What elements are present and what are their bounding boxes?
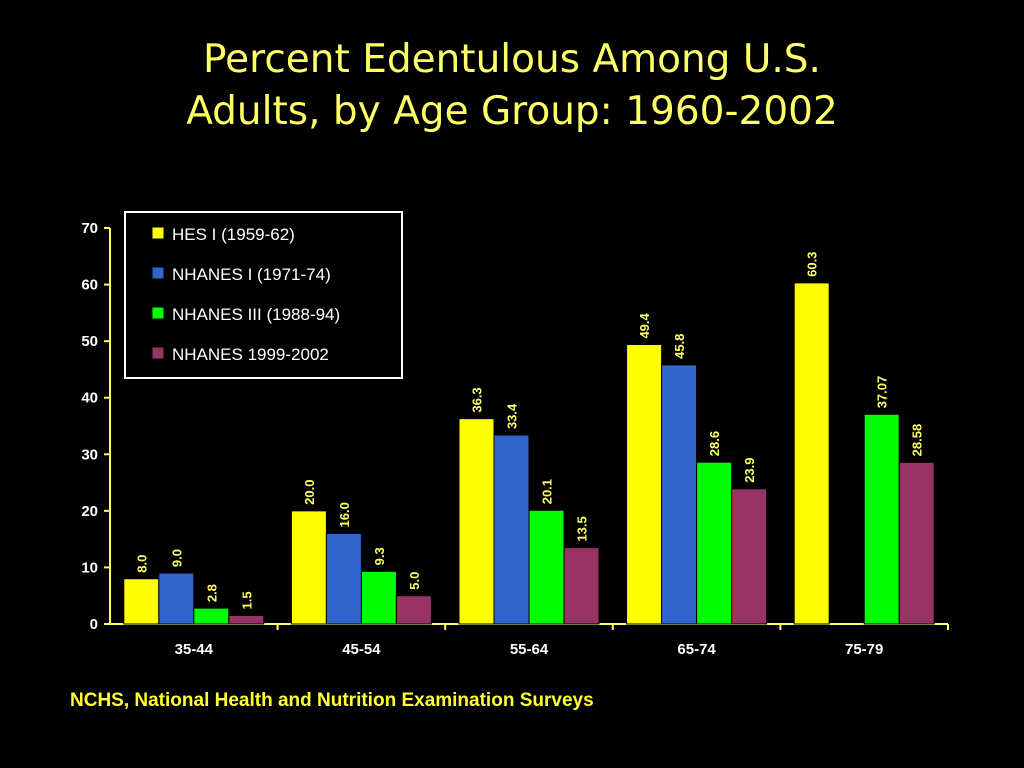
bar-value-label: 8.0 [134,555,149,573]
bar-value-label: 28.58 [910,424,925,457]
x-tick-label: 55-64 [510,641,549,658]
bar [158,572,195,625]
y-tick-label: 50 [81,333,98,350]
y-tick-label: 0 [90,616,98,633]
y-tick-label: 30 [81,446,98,463]
chart-bars [123,282,935,625]
legend-label: NHANES I (1971-74) [172,265,331,284]
bar-value-label: 49.4 [637,312,652,338]
legend-swatch [151,226,165,240]
bar-value-label: 23.9 [742,457,757,482]
legend-swatch [151,346,165,360]
bar [360,570,397,625]
bar-value-label: 28.6 [707,431,722,456]
bar-value-label: 1.5 [239,591,254,609]
chart-value-labels: 8.0 9.0 2.8 1.5 20.0 16.0 9.3 5.0 36.3 33.4 20.1 13… [134,252,924,610]
bar-value-label: 36.3 [470,387,485,412]
y-tick-label: 40 [81,390,98,407]
bar [696,461,733,625]
bar-value-label: 16.0 [337,502,352,527]
bar [325,532,362,625]
bar [395,595,432,625]
legend-box [124,211,403,379]
bar [898,461,935,625]
y-tick-label: 60 [81,277,98,294]
source-note: NCHS, National Health and Nutrition Exam… [70,690,594,711]
bar-value-label: 2.8 [204,584,219,602]
y-tick-label: 70 [81,220,98,237]
legend-label: NHANES 1999-2002 [172,345,329,364]
legend-label: HES I (1959-62) [172,225,295,244]
slide-title-line2: Adults, by Age Group: 1960-2002 [186,89,838,134]
bar-value-label: 60.3 [805,252,820,277]
slide-title: Percent Edentulous Among U.S. Adults, by… [0,34,1024,138]
bar [458,418,495,625]
legend-swatch [151,306,165,320]
bar-value-label: 20.1 [540,479,555,504]
bar-value-label: 13.5 [575,516,590,541]
bar-value-label: 5.0 [407,572,422,590]
x-tick-label: 65-74 [677,641,716,658]
bar [731,488,768,625]
bar-value-label: 20.0 [302,480,317,505]
y-tick-label: 20 [81,503,98,520]
legend-label: NHANES III (1988-94) [172,305,340,324]
bar-value-label: 9.3 [372,547,387,565]
bar-value-label: 45.8 [672,334,687,359]
bar [493,434,530,625]
bar-value-label: 9.0 [169,549,184,567]
bar [193,607,230,625]
x-tick-label: 45-54 [342,641,381,658]
x-tick-label: 35-44 [175,641,214,658]
bar [863,413,900,625]
bar-value-label: 37.07 [875,376,890,409]
bar [563,547,600,625]
y-tick-label: 10 [81,559,98,576]
bar [626,344,663,625]
bar [661,364,698,625]
bar-value-label: 33.4 [505,403,520,429]
slide-title-line1: Percent Edentulous Among U.S. [203,37,821,82]
legend: HES I (1959-62) NHANES I (1971-74) NHANES … [124,211,403,379]
legend-swatch [151,266,165,280]
bar [228,615,265,625]
bar [528,509,565,625]
x-tick-label: 75-79 [845,641,883,658]
bar [290,510,327,625]
bar [793,282,830,625]
bar [123,578,160,625]
